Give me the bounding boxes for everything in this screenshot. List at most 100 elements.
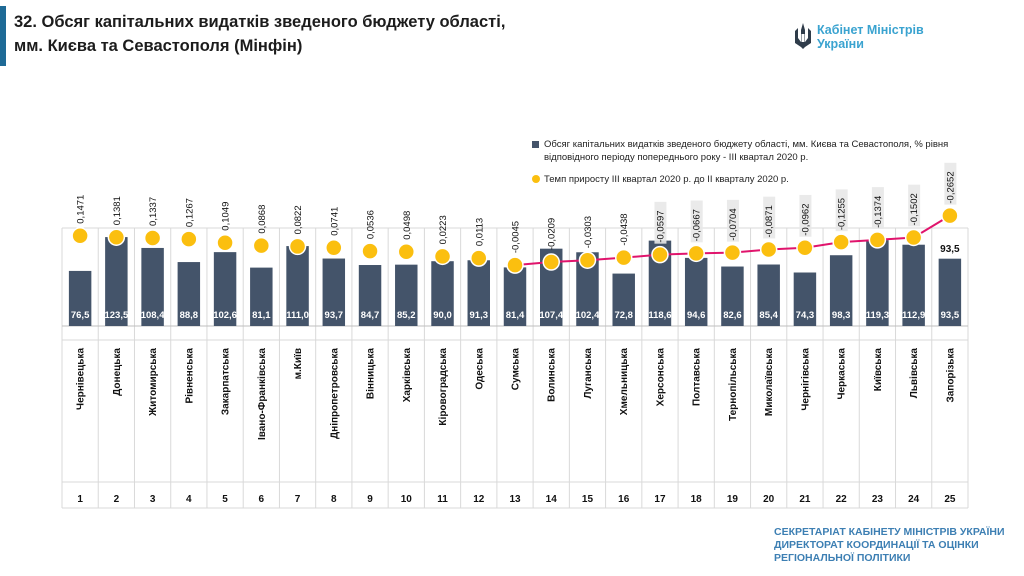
rate-label: -0,0209 <box>547 218 558 250</box>
bar-value-label: 108,4 <box>141 310 165 321</box>
bar <box>648 240 672 326</box>
footer-line-2: ДИРЕКТОРАТ КООРДИНАЦІЇ ТА ОЦІНКИ <box>774 539 979 551</box>
bar <box>829 255 853 326</box>
legend-swatch-dot <box>532 175 540 183</box>
rank-label: 14 <box>546 494 558 505</box>
category-label: Чернівецька <box>76 348 87 410</box>
rate-label: -0,1374 <box>873 196 884 228</box>
legend-swatch-bar <box>532 141 539 148</box>
rate-dot <box>941 206 959 225</box>
category-label: Волинська <box>547 348 558 402</box>
rate-dot <box>759 240 778 259</box>
bar-value-label: 84,7 <box>361 310 380 321</box>
category-label: Кіровоградська <box>438 348 449 426</box>
bar <box>938 258 962 326</box>
category-label: Одеська <box>474 348 485 390</box>
rate-dot <box>252 236 271 255</box>
bar <box>358 265 382 326</box>
title-line-2: мм. Києва та Севастополя (Мінфін) <box>14 37 303 55</box>
rate-label: -0,0045 <box>511 221 522 253</box>
rank-label: 3 <box>150 494 156 505</box>
rate-dot <box>470 249 488 267</box>
bar-value-label: 81,4 <box>506 310 525 321</box>
bar <box>105 237 128 326</box>
rate-label: -0,0962 <box>800 203 811 235</box>
rate-label: -0,0303 <box>583 216 594 248</box>
category-label: Дніпропетровська <box>329 348 340 439</box>
rate-label-bg <box>835 189 848 232</box>
rate-dot <box>143 229 162 247</box>
rate-label: -0,0667 <box>692 209 703 241</box>
rank-label: 1 <box>77 494 83 505</box>
rank-label: 24 <box>908 494 920 505</box>
rate-label-bg <box>690 200 703 243</box>
bar <box>576 252 599 326</box>
rank-label: 19 <box>727 494 739 505</box>
rate-dot <box>216 233 234 252</box>
bar-value-label: 102,6 <box>213 310 237 321</box>
rank-label: 7 <box>295 494 301 505</box>
rate-dot <box>506 256 524 274</box>
rank-label: 25 <box>944 494 956 505</box>
category-label: Київська <box>873 348 884 392</box>
rate-dot <box>796 238 814 257</box>
bar <box>431 261 454 326</box>
category-label: Черкаська <box>837 348 848 400</box>
bar <box>467 260 490 326</box>
bar-value-label: 102,4 <box>576 310 600 321</box>
bar <box>250 267 273 326</box>
legend-label-dots: Темп приросту ІІІ квартал 2020 р. до ІІ … <box>544 174 789 185</box>
rate-dot <box>904 228 923 247</box>
rate-label-bg <box>944 162 957 205</box>
rate-dot <box>107 228 126 246</box>
rate-dot <box>288 237 307 256</box>
rate-dot <box>361 242 379 260</box>
rate-label: -0,1255 <box>837 198 848 230</box>
bar-value-label: 90,0 <box>433 310 452 321</box>
rate-dot <box>868 231 887 249</box>
bar-value-label: 112,9 <box>902 310 925 321</box>
rank-label: 9 <box>367 494 373 505</box>
bar-value-label: 93,5 <box>941 310 960 321</box>
bar-value-label: 85,2 <box>397 310 416 321</box>
rate-dot <box>651 245 669 264</box>
bar <box>213 252 237 326</box>
bar-value-label: 107,4 <box>539 310 563 321</box>
rank-label: 2 <box>114 494 120 505</box>
bar-value-label: 111,0 <box>286 310 309 321</box>
rate-label: 0,0113 <box>474 218 485 246</box>
rate-label: 0,0536 <box>366 210 377 239</box>
rank-label: 22 <box>836 494 848 505</box>
legend-label-bars: Обсяг капітальних видатків зведеного бюд… <box>544 139 949 163</box>
rate-dot <box>614 248 633 267</box>
legend-item-bars: Обсяг капітальних видатків зведеного бюд… <box>532 138 962 164</box>
bar <box>612 273 635 326</box>
rate-label: 0,0822 <box>293 205 304 234</box>
bar <box>902 244 925 326</box>
rate-label-bg <box>763 196 776 239</box>
bar <box>141 247 164 326</box>
bar-value-label: 119,3 <box>866 310 889 321</box>
rate-dot <box>325 239 343 257</box>
bar-value-label: 76,5 <box>71 310 90 321</box>
chart-legend: Обсяг капітальних видатків зведеного бюд… <box>532 138 962 195</box>
category-label: Львівська <box>909 348 920 399</box>
rank-label: 17 <box>654 494 666 505</box>
rate-label: 0,1049 <box>221 202 232 231</box>
rate-label: 0,1381 <box>112 196 123 225</box>
rate-label: 0,0498 <box>402 211 413 240</box>
bar <box>177 262 201 326</box>
bar-value-label-top: 93,5 <box>940 244 960 255</box>
bar-value-label: 88,8 <box>180 310 199 321</box>
bar-value-label: 72,8 <box>614 310 633 321</box>
trident-icon <box>795 23 811 49</box>
logo-line-2: України <box>817 37 864 51</box>
rank-label: 15 <box>582 494 594 505</box>
category-label: Хмельницька <box>619 348 630 416</box>
rate-dot <box>397 243 416 261</box>
bar <box>721 266 744 326</box>
category-label: Рівненська <box>184 348 195 404</box>
bar-value-label: 91,3 <box>470 310 489 321</box>
bar <box>286 246 309 326</box>
